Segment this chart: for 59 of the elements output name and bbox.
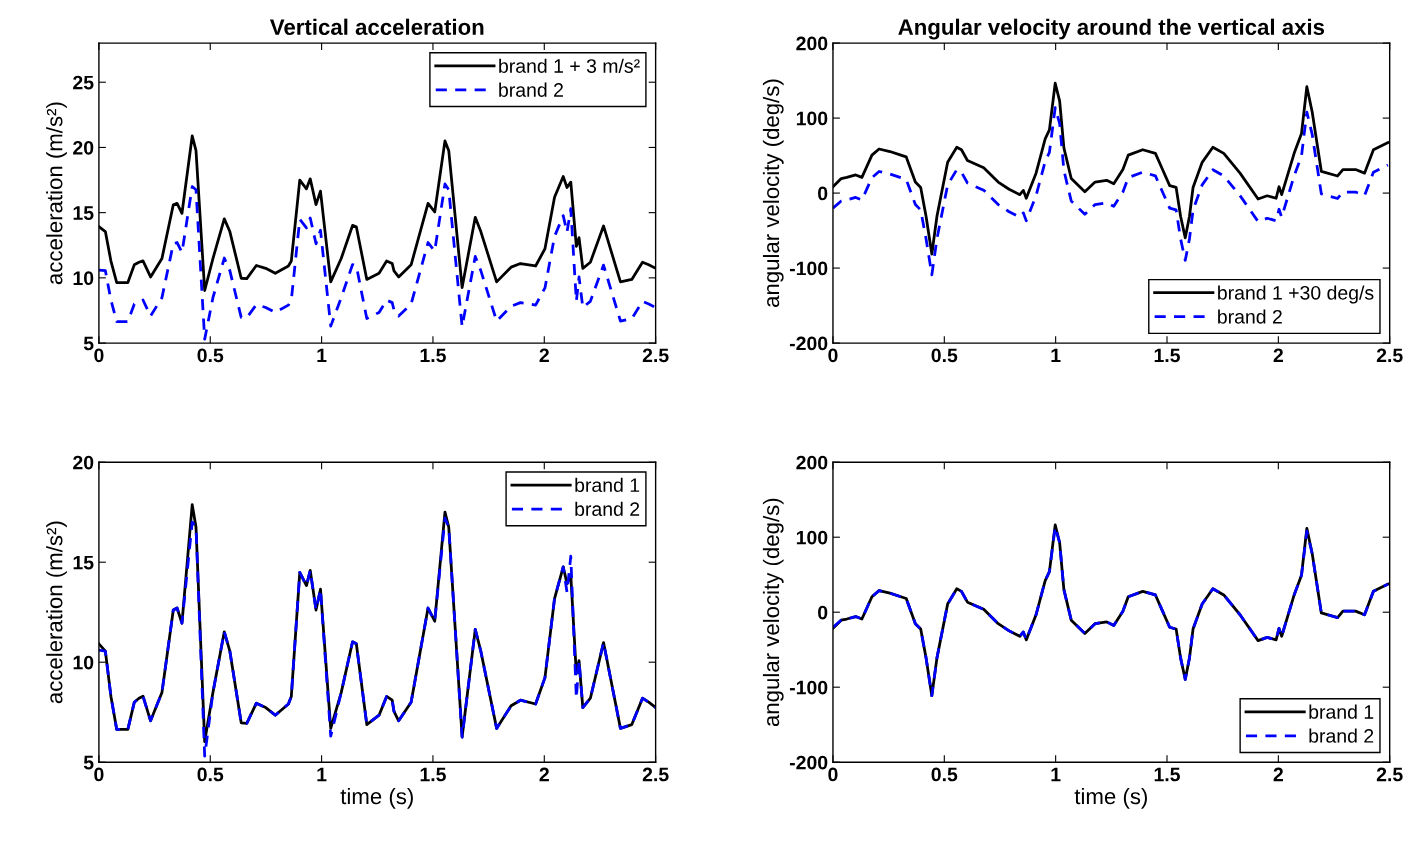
x-tick-label: 1 (317, 348, 327, 363)
legend-label: brand 2 (575, 501, 640, 517)
y-tick-label: 15 (73, 206, 94, 220)
chart-title: Angular velocity around the vertical axis (898, 18, 1325, 40)
chart-title: Vertical acceleration (269, 18, 484, 35)
y-tick-label: 200 (796, 455, 828, 470)
x-tick-label: 2.5 (1376, 348, 1403, 363)
y-tick-label: 20 (73, 140, 94, 155)
x-axis-title: time (s) (1074, 787, 1147, 809)
x-tick-label: 2.5 (642, 767, 669, 782)
x-axis-title: time (s) (340, 787, 413, 809)
y-tick-label: 100 (796, 111, 828, 126)
x-tick-label: 1.5 (420, 767, 446, 782)
y-tick-label: 200 (796, 36, 828, 51)
x-tick-label: 2 (1273, 767, 1283, 782)
y-tick-label: -200 (789, 336, 828, 351)
x-tick-label: 0.5 (197, 348, 224, 363)
y-tick-label: -200 (789, 755, 828, 770)
y-tick-label: 10 (73, 655, 94, 670)
y-tick-label: 0 (818, 605, 828, 620)
y-tick-label: 0 (818, 186, 828, 201)
legend-label: brand 2 (1218, 309, 1282, 324)
x-tick-label: 1.5 (420, 348, 446, 363)
x-tick-label: 1.5 (1154, 767, 1180, 782)
x-tick-label: 0.5 (197, 767, 224, 782)
y-tick-label: 100 (796, 530, 828, 545)
x-tick-label: 1.5 (1154, 348, 1180, 363)
legend-label: brand 2 (1309, 728, 1374, 743)
y-tick-label: -100 (789, 261, 828, 276)
y-tick-label: 25 (73, 75, 94, 90)
y-axis-title: acceleration (m/s²) (46, 102, 67, 285)
x-tick-label: 0 (94, 767, 104, 782)
legend-label: brand 1 (1309, 704, 1374, 719)
x-tick-label: 1 (1051, 348, 1061, 363)
x-tick-label: 0 (828, 348, 838, 363)
legend-label: brand 1 + 3 m/s² (499, 58, 640, 73)
y-tick-label: 5 (83, 755, 94, 770)
y-tick-label: -100 (789, 680, 828, 695)
y-axis-title: angular velocity (deg/s) (762, 79, 784, 307)
x-tick-label: 0 (94, 348, 104, 363)
legend-label: brand 2 (499, 82, 563, 97)
x-tick-label: 2 (539, 767, 549, 782)
y-tick-label: 20 (73, 455, 94, 470)
x-tick-label: 0.5 (931, 767, 958, 782)
y-tick-label: 5 (83, 336, 94, 351)
legend-label: brand 1 (575, 477, 640, 493)
y-axis-title: angular velocity (deg/s) (762, 498, 784, 727)
x-tick-label: 0.5 (931, 348, 958, 363)
x-tick-label: 1 (317, 767, 327, 782)
y-tick-label: 15 (73, 555, 94, 570)
x-tick-label: 2 (539, 348, 549, 363)
x-tick-label: 2.5 (1376, 767, 1403, 782)
y-axis-title: acceleration (m/s²) (46, 521, 67, 704)
x-tick-label: 2.5 (642, 348, 669, 363)
x-tick-label: 2 (1273, 348, 1283, 363)
y-tick-label: 10 (73, 271, 94, 286)
legend-label: brand 1 +30 deg/s (1218, 285, 1374, 304)
x-tick-label: 1 (1051, 767, 1061, 782)
x-tick-label: 0 (828, 767, 838, 782)
